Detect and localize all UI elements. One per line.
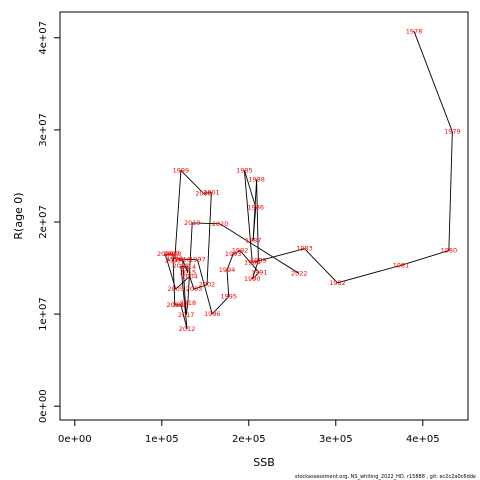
- x-tick-label: 3e+05: [319, 434, 353, 445]
- point-year-label: 2010: [167, 301, 184, 309]
- series-segment: [174, 170, 182, 259]
- series-segment: [400, 250, 449, 266]
- series-segment: [180, 266, 188, 329]
- series-segment: [252, 179, 258, 241]
- point-year-label: 1984: [244, 259, 261, 267]
- point-year-label: 1985: [236, 166, 253, 174]
- point-year-label: 1992: [232, 247, 249, 255]
- x-tick-label: 1e+05: [145, 434, 179, 445]
- x-tick-label: 4e+05: [406, 434, 440, 445]
- series-segment: [243, 170, 253, 263]
- point-year-label: 2001: [203, 189, 220, 197]
- series-segment: [182, 259, 189, 273]
- series-segment: [239, 250, 260, 273]
- y-tick-label: 0e+00: [38, 389, 49, 423]
- point-year-label: 2009: [165, 257, 182, 265]
- point-year-label: 1996: [204, 310, 221, 318]
- y-tick-label: 2e+07: [38, 205, 49, 239]
- point-year-label: 2022: [291, 270, 308, 278]
- series-segment: [219, 223, 300, 274]
- point-year-label: 2013: [173, 262, 190, 270]
- plot-frame: [59, 11, 469, 421]
- y-axis: 0e+00 1e+07 2e+07 3e+07 4e+07: [38, 21, 61, 423]
- point-year-label: 1982: [329, 279, 346, 287]
- series-segment: [187, 222, 193, 304]
- point-year-label: 2012: [179, 325, 196, 333]
- y-tick-label: 4e+07: [38, 21, 49, 55]
- series-segment: [226, 269, 230, 297]
- point-year-label: 1989: [250, 257, 267, 265]
- point-year-label: 1987: [245, 236, 262, 244]
- series-segment: [180, 265, 188, 268]
- x-tick-label: 0e+00: [58, 434, 92, 445]
- point-year-label: 2017: [178, 311, 195, 319]
- point-year-label: 1979: [444, 128, 461, 136]
- point-year-label: 1993: [225, 250, 242, 258]
- point-year-label: 2005: [167, 285, 184, 293]
- point-year-label: 1994: [219, 266, 236, 274]
- data-series: [164, 31, 453, 329]
- point-year-label: 1995: [220, 293, 237, 301]
- series-segment: [172, 260, 176, 305]
- y-tick-label: 3e+07: [38, 113, 49, 147]
- point-year-label: 2002: [199, 281, 216, 289]
- point-year-label: 1983: [296, 245, 313, 253]
- footnote: stockassessment.org, NS_whiting_2022_HD,…: [295, 474, 476, 480]
- point-year-label: 1980: [441, 247, 458, 255]
- point-year-label: 1990: [244, 275, 261, 283]
- series-segment: [180, 170, 204, 194]
- series-segment: [193, 284, 208, 290]
- point-year-label: 1999: [173, 166, 190, 174]
- point-year-label: 2003: [186, 285, 203, 293]
- point-year-label: 1991: [251, 269, 268, 277]
- series-segment: [413, 31, 453, 132]
- series-segment: [182, 259, 187, 316]
- point-year-label: 2011: [173, 301, 190, 309]
- point-labels: 1978 1979 1980 1981 1982 1983 1984 1985 1986 1987…: [157, 27, 461, 332]
- point-year-label: 2019: [184, 219, 201, 227]
- series-segment: [197, 259, 213, 315]
- point-year-label: 1997: [189, 256, 206, 264]
- series-segment: [448, 131, 453, 251]
- y-tick-label: 1e+07: [38, 297, 49, 331]
- point-year-label: 2004: [181, 272, 198, 280]
- y-axis-title: R(age 0): [12, 192, 25, 239]
- point-year-label: 2008: [165, 250, 182, 258]
- series-segment: [251, 272, 260, 280]
- series-segment: [189, 276, 195, 290]
- series-segment: [226, 254, 234, 271]
- point-year-label: 2007: [163, 250, 180, 258]
- series-segment: [206, 192, 212, 285]
- series-segment: [251, 260, 259, 280]
- point-year-label: 2015: [180, 269, 197, 277]
- point-year-label: 1998: [167, 255, 184, 263]
- point-year-label: 2000: [195, 189, 212, 197]
- series-segment: [304, 248, 338, 284]
- x-axis: 0e+00 1e+05 2e+05 3e+05 4e+05: [58, 419, 440, 445]
- point-year-label: 1981: [393, 261, 410, 269]
- series-segment: [232, 250, 241, 255]
- point-year-label: 1986: [247, 203, 264, 211]
- point-year-label: 2014: [180, 263, 197, 271]
- series-segment: [256, 179, 259, 261]
- series-segment: [337, 264, 402, 284]
- series-segment: [243, 170, 257, 208]
- series-segment: [180, 304, 188, 329]
- point-year-label: 1988: [248, 176, 265, 184]
- series-segment: [203, 192, 212, 194]
- series-segment: [211, 296, 230, 315]
- point-year-label: 2020: [212, 220, 229, 228]
- point-year-label: 2018: [180, 299, 197, 307]
- series-segment: [185, 302, 189, 316]
- point-year-label: 1978: [406, 27, 423, 35]
- point-year-label: 2016: [174, 256, 191, 264]
- point-year-label: 2006: [157, 250, 174, 258]
- series-segment: [252, 248, 305, 263]
- series-segment: [174, 258, 198, 261]
- x-axis-title: SSB: [253, 456, 275, 469]
- x-tick-label: 2e+05: [232, 434, 266, 445]
- series-segment: [192, 222, 221, 225]
